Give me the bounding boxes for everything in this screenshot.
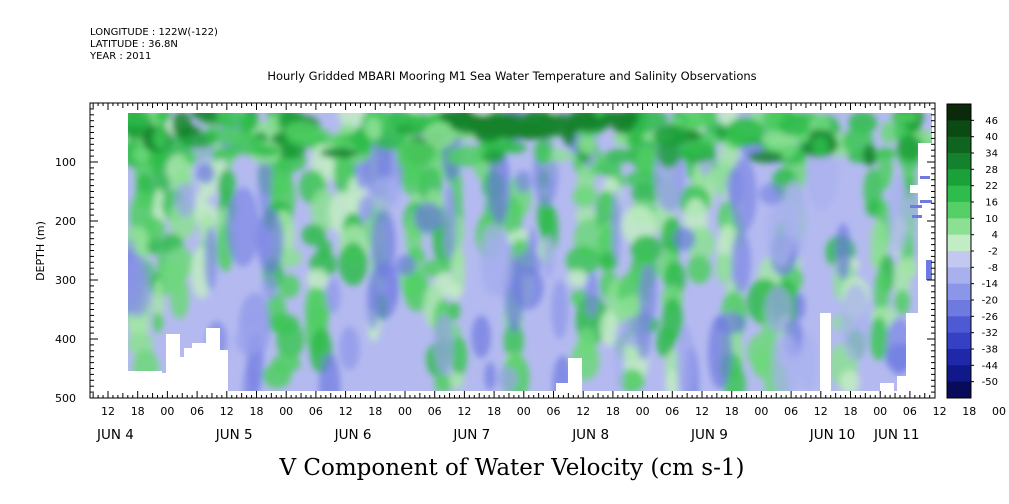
x-tick-label: 00 <box>754 405 768 418</box>
velocity-field <box>128 113 932 391</box>
x-tick-label: 12 <box>933 405 947 418</box>
x-tick-label: 00 <box>279 405 293 418</box>
colorbar-label: 34 <box>985 149 998 160</box>
colorbar-label: 16 <box>985 198 998 209</box>
x-tick-label: 06 <box>428 405 442 418</box>
y-tick-label: 500 <box>55 392 76 405</box>
colorbar-label: -26 <box>982 312 998 323</box>
colorbar-label: -8 <box>988 263 998 274</box>
x-tick-label: 18 <box>962 405 976 418</box>
x-tick-label: 18 <box>844 405 858 418</box>
x-tick-label: 00 <box>517 405 531 418</box>
x-tick-label: 18 <box>487 405 501 418</box>
x-tick-label: 12 <box>814 405 828 418</box>
x-tick-label: 00 <box>992 405 1006 418</box>
colorbar-swatch <box>947 283 971 301</box>
x-tick-label: 00 <box>873 405 887 418</box>
colorbar-swatch <box>947 185 971 203</box>
x-date-label: JUN 11 <box>873 427 919 443</box>
colorbar-swatch <box>947 300 971 317</box>
x-tick-label: 06 <box>784 405 798 418</box>
colorbar-swatch <box>947 349 971 366</box>
x-tick-label: 12 <box>101 405 115 418</box>
colorbar-swatch <box>947 381 971 399</box>
colorbar-swatch <box>947 136 971 154</box>
y-tick-label: 100 <box>55 156 76 169</box>
colorbar-swatch <box>947 104 971 121</box>
y-tick-label: 200 <box>55 215 76 228</box>
colorbar-swatch <box>947 267 971 285</box>
x-date-label: JUN 6 <box>334 427 372 443</box>
colorbar-swatch <box>947 218 971 236</box>
chart-title: Hourly Gridded MBARI Mooring M1 Sea Wate… <box>267 69 756 83</box>
latitude-label: LATITUDE : 36.8N <box>90 39 178 50</box>
x-tick-label: 06 <box>665 405 679 418</box>
colorbar-swatch <box>947 169 971 187</box>
colorbar-label: 28 <box>985 165 998 176</box>
colorbar-label: -20 <box>982 296 998 307</box>
x-tick-label: 12 <box>695 405 709 418</box>
x-tick-label: 00 <box>398 405 412 418</box>
x-tick-label: 06 <box>190 405 204 418</box>
x-tick-label: 18 <box>725 405 739 418</box>
colorbar-swatch <box>947 120 971 138</box>
x-tick-label: 18 <box>606 405 620 418</box>
x-tick-label: 06 <box>547 405 561 418</box>
x-tick-label: 00 <box>636 405 650 418</box>
x-tick-label: 00 <box>160 405 174 418</box>
x-tick-label: 18 <box>250 405 264 418</box>
x-date-label: JUN 9 <box>690 427 728 443</box>
colorbar-swatch <box>947 365 971 383</box>
y-tick-label: 300 <box>55 274 76 287</box>
colorbar-label: 4 <box>992 230 998 241</box>
colorbar-label: 46 <box>985 116 998 127</box>
x-date-label: JUN 8 <box>571 427 609 443</box>
colorbar-label: -38 <box>982 345 998 356</box>
x-date-label: JUN 4 <box>96 427 134 443</box>
colorbar-label: -32 <box>982 328 998 339</box>
x-tick-label: 12 <box>220 405 234 418</box>
y-axis-label: DEPTH (m) <box>34 221 47 281</box>
x-axis-title: V Component of Water Velocity (cm s-1) <box>279 455 745 481</box>
x-date-label: JUN 5 <box>215 427 253 443</box>
y-tick-label: 400 <box>55 333 76 346</box>
x-tick-label: 18 <box>368 405 382 418</box>
colorbar-label: -50 <box>982 377 998 388</box>
x-date-label: JUN 7 <box>452 427 490 443</box>
colorbar-swatch <box>947 202 971 219</box>
x-tick-label: 12 <box>457 405 471 418</box>
colorbar-label: 22 <box>985 181 998 192</box>
x-tick-label: 18 <box>131 405 145 418</box>
colorbar-swatch <box>947 153 971 170</box>
x-date-label: JUN 10 <box>809 427 855 443</box>
colorbar-swatch <box>947 316 971 334</box>
colorbar-label: -2 <box>988 247 998 258</box>
longitude-label: LONGITUDE : 122W(-122) <box>90 27 218 38</box>
colorbar-swatch <box>947 251 971 268</box>
colorbar-label: 10 <box>985 214 998 225</box>
x-tick-label: 12 <box>576 405 590 418</box>
x-tick-label: 12 <box>339 405 353 418</box>
colorbar: 46 40 34 28 22 16 10 4 -2 -8 -14 -20 -26 -32 -38 -44 -50 <box>946 103 998 399</box>
colorbar-label: -14 <box>982 279 998 290</box>
colorbar-swatch <box>947 234 971 252</box>
colorbar-label: 40 <box>985 132 998 143</box>
colorbar-label: -44 <box>982 361 998 372</box>
x-tick-label: 06 <box>309 405 323 418</box>
year-label: YEAR : 2011 <box>89 51 151 62</box>
colorbar-swatch <box>947 332 971 350</box>
x-tick-label: 06 <box>903 405 917 418</box>
